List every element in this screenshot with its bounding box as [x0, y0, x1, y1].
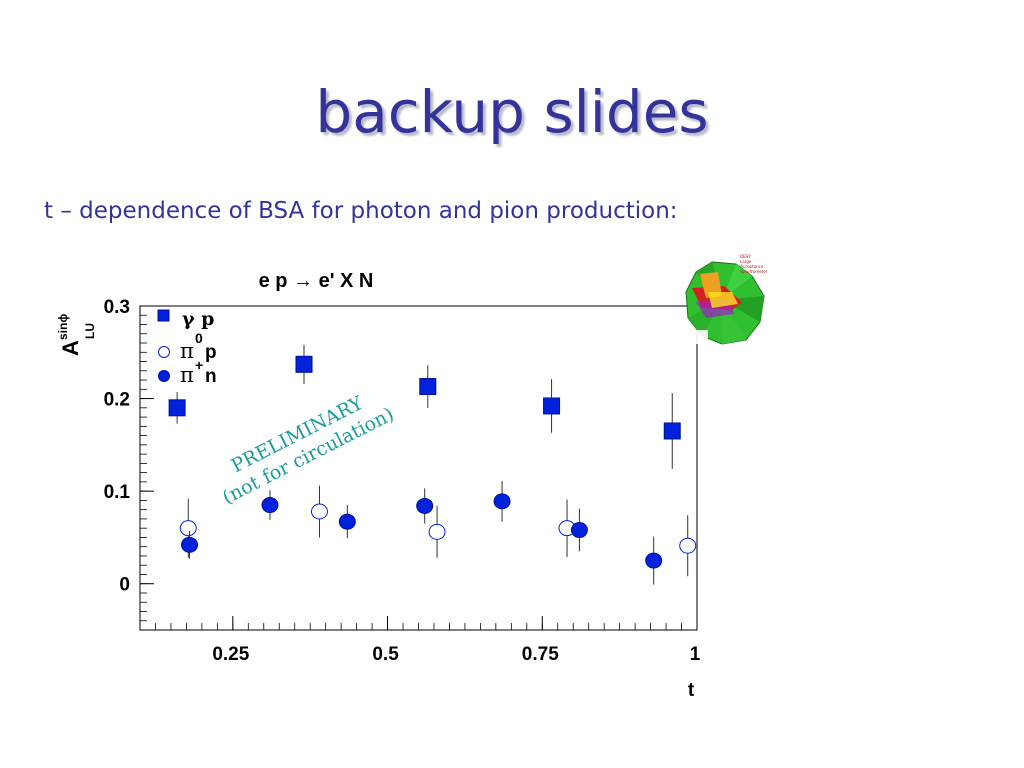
data-point-filled-circle: [338, 513, 356, 530]
data-point-filled-circle: [493, 493, 511, 510]
data-point-filled-circle: [416, 497, 434, 514]
y-tick-label: 0.2: [104, 390, 130, 411]
data-point-open-circle: [679, 537, 697, 554]
data-point-square: [295, 355, 313, 373]
legend-marker-open-circle: [158, 346, 170, 358]
x-tick-label: 0.25: [212, 644, 249, 665]
chart-title: e p → e' X N: [259, 270, 374, 292]
legend-script-plus: +: [195, 357, 203, 373]
legend-marker-filled-square: [157, 309, 170, 322]
legend-greek-pi-0: π: [180, 339, 194, 363]
plot-frame: [139, 305, 698, 631]
legend-label-gamma-p: γ p: [182, 308, 214, 330]
legend-item-pi-plus-n: π + n: [158, 357, 217, 387]
legend-greek-pi-plus: π: [180, 363, 194, 387]
axes: 0 0.1 0.2 0.3 0.25 0.5 0.75 1: [104, 297, 701, 665]
data-point-square: [543, 397, 561, 415]
data-point-filled-circle: [570, 522, 588, 539]
logo-line-1: DESY: [740, 254, 751, 259]
y-axis-label-main: A: [58, 340, 83, 356]
y-tick-label: 0.1: [104, 482, 131, 503]
hermes-detector-icon: DESY Large Acceptance Spectrometer: [680, 254, 768, 345]
y-tick-label: 0: [119, 575, 130, 596]
data-point-square: [663, 422, 681, 440]
data-point-open-circle: [310, 503, 328, 520]
data-marks: [168, 344, 697, 585]
x-tick-label: 0.5: [372, 644, 399, 665]
series-1: [179, 485, 697, 577]
y-axis-label: A sinϕ LU: [56, 314, 97, 356]
x-tick-label: 0.75: [522, 644, 559, 665]
logo-line-3: Acceptance: [740, 264, 764, 269]
data-point-square: [168, 399, 186, 417]
y-axis-label-sup: sinϕ: [56, 314, 70, 340]
data-point-filled-circle: [181, 536, 199, 553]
data-point-open-circle: [428, 523, 446, 540]
logo-line-4: Spectrometer: [740, 269, 768, 274]
series-0: [168, 344, 681, 469]
data-point-open-circle: [179, 520, 197, 537]
legend-script-0: 0: [195, 330, 203, 346]
logo-line-2: Large: [740, 259, 752, 264]
preliminary-annotation: PRELIMINARY (not for circulation): [219, 392, 398, 509]
y-tick-label: 0.3: [104, 297, 130, 318]
y-axis-label-sub: LU: [83, 323, 97, 339]
data-point-square: [419, 378, 437, 396]
x-tick-label: 1: [690, 644, 701, 665]
slide-title: backup slides: [315, 78, 709, 146]
legend-item-pi0-p: π 0 p: [158, 330, 217, 363]
data-point-filled-circle: [645, 552, 663, 569]
legend: γ p π 0 p π + n: [157, 308, 217, 387]
legend-suffix-n: n: [205, 366, 217, 387]
data-point-filled-circle: [261, 497, 279, 514]
legend-item-gamma-p: γ p: [157, 308, 214, 330]
legend-suffix-p: p: [205, 342, 217, 363]
series-2: [181, 480, 663, 585]
legend-marker-filled-circle: [158, 370, 170, 382]
slide-subtitle: t – dependence of BSA for photon and pio…: [44, 198, 678, 224]
x-axis-label: t: [688, 680, 695, 701]
